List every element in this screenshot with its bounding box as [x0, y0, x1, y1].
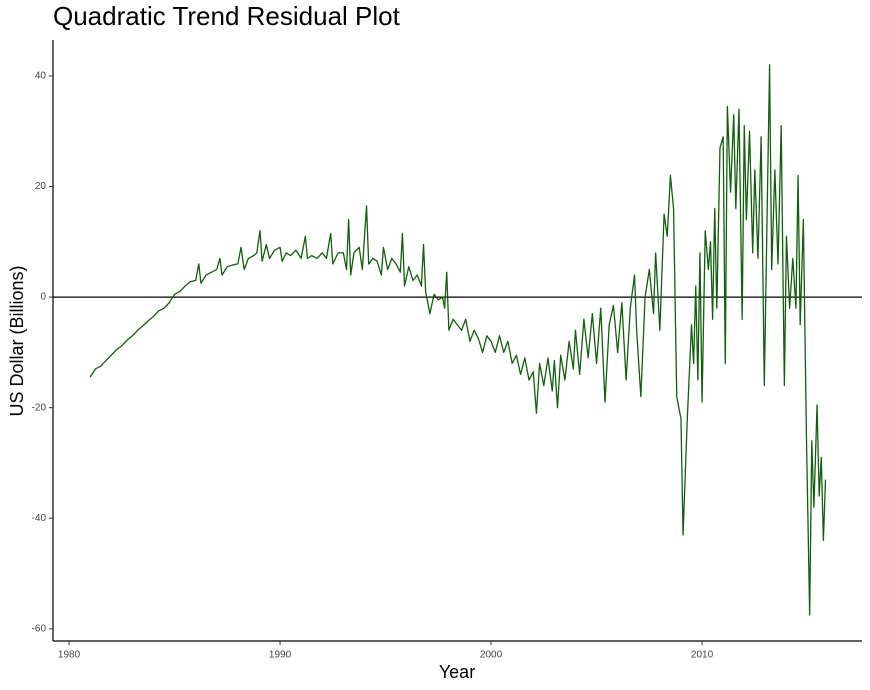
y-tick-label: -40 — [32, 513, 47, 524]
y-tick-label: 40 — [35, 71, 47, 82]
y-tick-label: -20 — [32, 402, 47, 413]
x-tick-label: 1980 — [58, 650, 81, 661]
x-axis-label: Year — [439, 662, 475, 682]
data-line — [89, 64, 827, 616]
x-tick-label: 1990 — [269, 650, 292, 661]
y-tick-label: 0 — [40, 292, 46, 303]
y-tick-label: 20 — [35, 181, 47, 192]
x-tick-label: 2000 — [480, 650, 503, 661]
y-axis-label: US Dollar (Billions) — [7, 265, 27, 416]
x-tick-label: 2010 — [691, 650, 714, 661]
y-tick-label: -60 — [32, 623, 47, 634]
chart-title: Quadratic Trend Residual Plot — [53, 1, 401, 31]
